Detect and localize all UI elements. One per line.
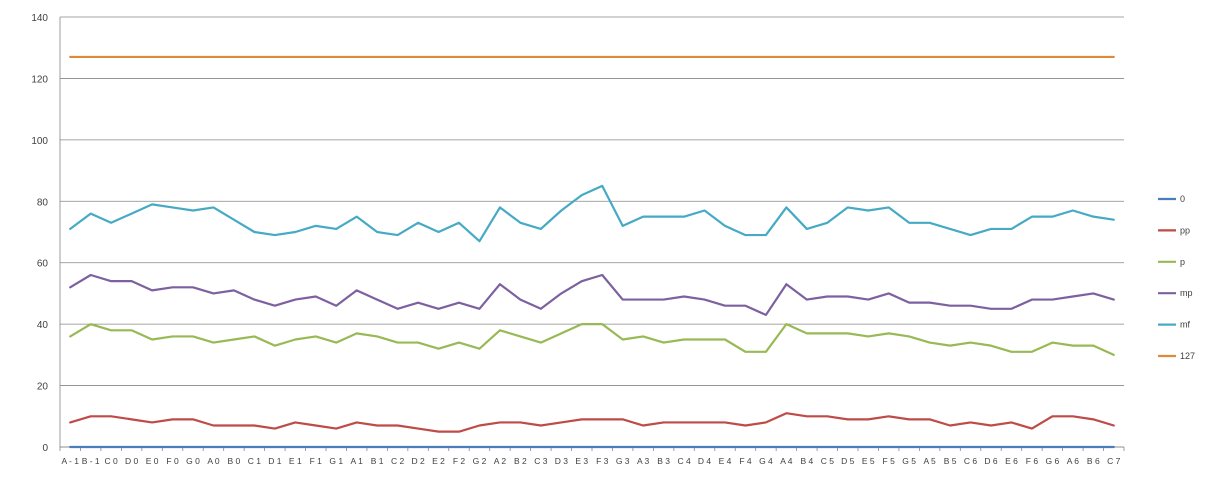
series-line-p xyxy=(69,323,1115,356)
legend-label: 127 xyxy=(1180,351,1195,361)
x-tick-label: C 6 xyxy=(964,456,978,466)
x-tick-label: A 2 xyxy=(494,456,507,466)
y-axis: 0 20 40 60 80 100 120 140 xyxy=(31,13,61,454)
y-tick-label: 40 xyxy=(37,320,49,331)
series-line-mf xyxy=(69,184,1115,243)
x-tick-label: E 3 xyxy=(575,456,588,466)
x-tick-label: G 2 xyxy=(473,456,487,466)
x-tick-label: E 1 xyxy=(289,456,302,466)
x-tick-label: F 6 xyxy=(1026,456,1039,466)
x-tick-label: A 0 xyxy=(207,456,220,466)
x-tick-label: G 3 xyxy=(616,456,630,466)
x-tick-label: C 1 xyxy=(248,456,262,466)
x-tick-label: B 5 xyxy=(944,456,957,466)
series-lines xyxy=(69,55,1115,449)
x-tick-label: B 0 xyxy=(228,456,241,466)
x-tick-label: E 0 xyxy=(146,456,159,466)
y-tick-label: 120 xyxy=(31,74,48,85)
series-line-pp xyxy=(69,412,1115,433)
x-tick-label: F 2 xyxy=(453,456,466,466)
legend-label: pp xyxy=(1180,225,1190,235)
y-tick-label: 100 xyxy=(31,136,48,147)
x-tick-label: B 2 xyxy=(514,456,527,466)
x-tick-label: G 5 xyxy=(902,456,916,466)
x-tick-label: D 3 xyxy=(555,456,569,466)
x-tick-label: B 3 xyxy=(657,456,670,466)
legend-label: p xyxy=(1180,257,1185,267)
series-line-mp xyxy=(69,273,1115,317)
x-tick-label: D 1 xyxy=(268,456,282,466)
x-tick-label: E 5 xyxy=(862,456,875,466)
x-tick-label: E 4 xyxy=(719,456,732,466)
x-tick-label: F 3 xyxy=(596,456,609,466)
x-tick-label: C 0 xyxy=(105,456,119,466)
x-tick-label: A 3 xyxy=(637,456,650,466)
y-tick-label: 0 xyxy=(42,443,48,454)
x-tick-label: F 0 xyxy=(166,456,179,466)
x-tick-label: C 7 xyxy=(1107,456,1121,466)
y-tick-label: 140 xyxy=(31,13,48,24)
legend-label: mf xyxy=(1180,320,1190,330)
x-tick-label: G 0 xyxy=(186,456,200,466)
y-tick-label: 60 xyxy=(37,259,49,270)
x-tick-label: D 5 xyxy=(841,456,855,466)
x-tick-label: D 4 xyxy=(698,456,712,466)
x-tick-label: A 4 xyxy=(780,456,793,466)
x-tick-label: F 5 xyxy=(883,456,896,466)
x-tick-label: D 6 xyxy=(984,456,998,466)
x-tick-label: B 6 xyxy=(1087,456,1100,466)
x-tick-label: B 4 xyxy=(800,456,813,466)
x-tick-label: G 6 xyxy=(1046,456,1060,466)
x-tick-label: C 4 xyxy=(677,456,691,466)
x-tick-label: A 5 xyxy=(923,456,936,466)
x-tick-label: F 4 xyxy=(739,456,752,466)
gridlines xyxy=(60,16,1124,448)
x-tick-label: E 6 xyxy=(1005,456,1018,466)
x-tick-label: A 6 xyxy=(1067,456,1080,466)
x-tick-label: D 2 xyxy=(411,456,425,466)
x-tick-label: E 2 xyxy=(432,456,445,466)
x-tick-label: F 1 xyxy=(310,456,323,466)
x-tick-label: B - 1 xyxy=(82,456,100,466)
y-tick-label: 80 xyxy=(37,197,49,208)
x-tick-label: C 3 xyxy=(534,456,548,466)
legend-label: mp xyxy=(1180,288,1193,298)
x-tick-label: D 0 xyxy=(125,456,139,466)
x-tick-label: C 5 xyxy=(821,456,835,466)
x-tick-label: A 1 xyxy=(351,456,364,466)
x-tick-label: G 4 xyxy=(759,456,773,466)
x-tick-label: G 1 xyxy=(329,456,343,466)
legend-label: 0 xyxy=(1180,194,1185,204)
x-tick-label: B 1 xyxy=(371,456,384,466)
x-tick-label: A - 1 xyxy=(61,456,79,466)
y-tick-label: 20 xyxy=(37,382,49,393)
x-tick-label: C 2 xyxy=(391,456,405,466)
